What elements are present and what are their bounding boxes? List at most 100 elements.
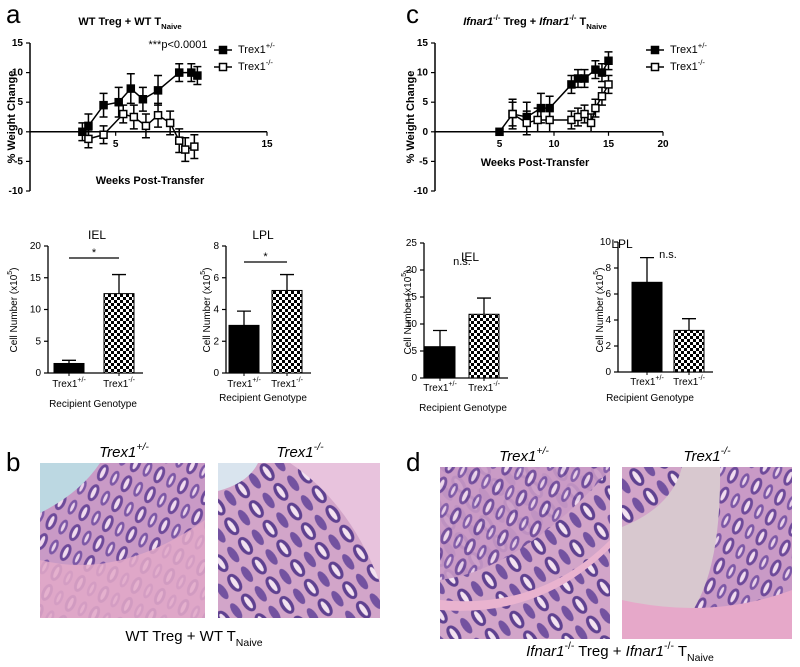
marker bbox=[138, 94, 148, 104]
y-tick-label: 4 bbox=[605, 315, 611, 326]
marker bbox=[126, 84, 136, 93]
y-tick-label: -5 bbox=[14, 156, 23, 167]
histology-labels: Trex1+/- Trex1-/- Trex1+/- Trex1-/- bbox=[99, 441, 731, 465]
muscle bbox=[440, 540, 610, 611]
error-bar bbox=[477, 297, 491, 315]
histology-header: Trex1-/- bbox=[276, 441, 324, 461]
x-tick-label: Trex1+/- bbox=[52, 377, 86, 389]
lumen bbox=[40, 463, 100, 513]
y-tick-label: 20 bbox=[406, 265, 418, 276]
chart-title: IEL bbox=[461, 250, 479, 264]
y-tick-label: 10 bbox=[30, 304, 42, 315]
histology-b bbox=[40, 463, 380, 618]
y-axis-label: Cell Number (x105) bbox=[401, 269, 413, 354]
error-bar bbox=[682, 318, 696, 331]
legend-label: Trex1+/- bbox=[238, 41, 275, 56]
error-bar bbox=[62, 359, 76, 364]
significance-label: n.s. bbox=[453, 256, 471, 268]
error-bar bbox=[433, 329, 447, 347]
marker bbox=[84, 121, 93, 131]
bar bbox=[228, 324, 260, 374]
x-tick-label: Trex1+/- bbox=[227, 377, 261, 389]
y-tick-label: 8 bbox=[213, 241, 219, 252]
x-tick-label: 10 bbox=[548, 138, 560, 149]
y-tick-label: -10 bbox=[414, 186, 429, 197]
y-tick-label: 6 bbox=[213, 272, 219, 283]
marker bbox=[580, 109, 589, 119]
marker bbox=[153, 110, 163, 120]
muscle bbox=[622, 590, 792, 639]
marker bbox=[597, 68, 607, 77]
x-tick-label: Trex1-/- bbox=[103, 377, 135, 389]
y-tick-label: 4 bbox=[213, 304, 219, 315]
histology-header: Trex1+/- bbox=[499, 445, 549, 465]
line-chart: WT Treg + WT TNaive -10 -5 0 5 10 15 5 15 Weeks P… bbox=[6, 16, 275, 197]
error-bar bbox=[280, 273, 294, 291]
legend-label: Trex1-/- bbox=[670, 58, 705, 73]
bar bbox=[631, 281, 663, 373]
x-tick-label: 15 bbox=[261, 138, 273, 149]
y-axis-label: Cell Number (x105) bbox=[7, 267, 19, 352]
marker bbox=[114, 97, 123, 107]
marker bbox=[508, 109, 517, 119]
y-tick-label: 8 bbox=[605, 263, 611, 274]
histology-caption: WT Treg + WT TNaive bbox=[125, 628, 262, 649]
marker bbox=[99, 130, 108, 140]
y-tick-label: 10 bbox=[12, 67, 24, 78]
tissue bbox=[40, 520, 205, 618]
histology-header: Trex1+/- bbox=[99, 441, 149, 461]
marker bbox=[141, 121, 151, 131]
y-tick-label: 15 bbox=[12, 38, 24, 49]
marker bbox=[174, 136, 184, 145]
chart-title: IEL bbox=[88, 228, 106, 242]
y-tick-label: 10 bbox=[600, 237, 612, 248]
y-tick-label: 15 bbox=[417, 38, 429, 49]
y-tick-label: 5 bbox=[35, 336, 41, 347]
x-tick-label: Trex1-/- bbox=[468, 381, 500, 393]
x-axis-label: Recipient Genotype bbox=[606, 393, 694, 404]
histology-header: Trex1-/- bbox=[683, 445, 731, 465]
x-tick-label: 5 bbox=[497, 138, 503, 149]
marker bbox=[181, 145, 190, 154]
x-tick-label: 20 bbox=[657, 138, 669, 149]
error-bar bbox=[112, 273, 126, 294]
significance-label: * bbox=[263, 251, 268, 263]
x-axis-label: Weeks Post-Transfer bbox=[96, 175, 205, 187]
marker bbox=[580, 74, 589, 83]
y-tick-label: 0 bbox=[422, 126, 428, 137]
marker bbox=[567, 80, 576, 89]
y-tick-label: 15 bbox=[30, 272, 42, 283]
marker bbox=[99, 100, 108, 110]
tissue bbox=[440, 467, 610, 580]
series-line bbox=[81, 71, 198, 133]
panel-labels: a b c d bbox=[6, 0, 420, 477]
legend-label: Trex1+/- bbox=[670, 41, 707, 56]
marker bbox=[545, 115, 554, 125]
bar bbox=[103, 293, 135, 374]
legend-marker bbox=[650, 62, 660, 72]
panel-label: c bbox=[406, 0, 419, 29]
x-axis-label: Recipient Genotype bbox=[419, 403, 507, 414]
y-axis-label: Cell Number (x105) bbox=[200, 267, 212, 352]
marker bbox=[586, 118, 596, 128]
y-tick-label: 20 bbox=[30, 241, 42, 252]
error-bar bbox=[237, 310, 251, 326]
y-tick-label: 2 bbox=[213, 336, 219, 347]
y-tick-label: 6 bbox=[605, 289, 611, 300]
x-tick-label: Trex1+/- bbox=[630, 375, 664, 387]
x-tick-label: Trex1+/- bbox=[423, 381, 457, 393]
y-tick-label: 15 bbox=[406, 292, 418, 303]
bar-chart: LPL 0 2 4 6 8 10 Cell Number (x105) Recipient Ge… bbox=[593, 237, 713, 404]
legend-marker bbox=[218, 62, 228, 72]
y-axis-label: % Weight Change bbox=[6, 71, 18, 164]
bar-chart: IEL 0 5 10 15 20 Cell Number (x105) Recipient G… bbox=[7, 228, 143, 410]
series-line bbox=[88, 113, 195, 151]
bar bbox=[673, 329, 705, 373]
marker bbox=[190, 142, 199, 151]
lumen bbox=[218, 463, 258, 491]
legend-label: Trex1-/- bbox=[238, 58, 273, 73]
y-tick-label: 0 bbox=[411, 373, 417, 384]
x-axis-label: Weeks Post-Transfer bbox=[481, 157, 590, 169]
chart-title: WT Treg + WT TNaive bbox=[78, 16, 182, 31]
